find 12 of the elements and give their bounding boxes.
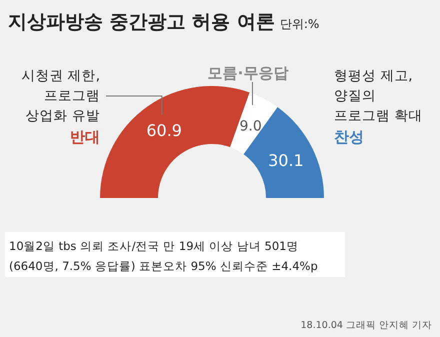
- data-label: 30.1: [268, 151, 304, 170]
- text: 시청권 제한, 프로그램 상업화 유발: [21, 68, 100, 124]
- text: 형평성 제고, 양질의 프로그램 확대: [334, 68, 422, 124]
- data-label: 9.0: [239, 118, 262, 135]
- chart-title: 지상파방송 중간광고 허용 여론: [8, 11, 275, 33]
- text: 10월2일 tbs 의뢰 조사/전국 만 19세 이상 남녀 501명 (6640명, 7.5% 응답률) 표본오차 95% 신뢰수준 ±4.4%p: [9, 239, 318, 273]
- chart-subtitle: 단위:%: [280, 17, 320, 31]
- slice-label: 찬성: [334, 128, 364, 146]
- slice-label: 반대: [70, 128, 100, 146]
- slice-label: 모름·무응답: [208, 64, 288, 82]
- text: 18.10.04 그래픽 안지혜 기자: [300, 320, 432, 331]
- data-label: 60.9: [146, 121, 182, 140]
